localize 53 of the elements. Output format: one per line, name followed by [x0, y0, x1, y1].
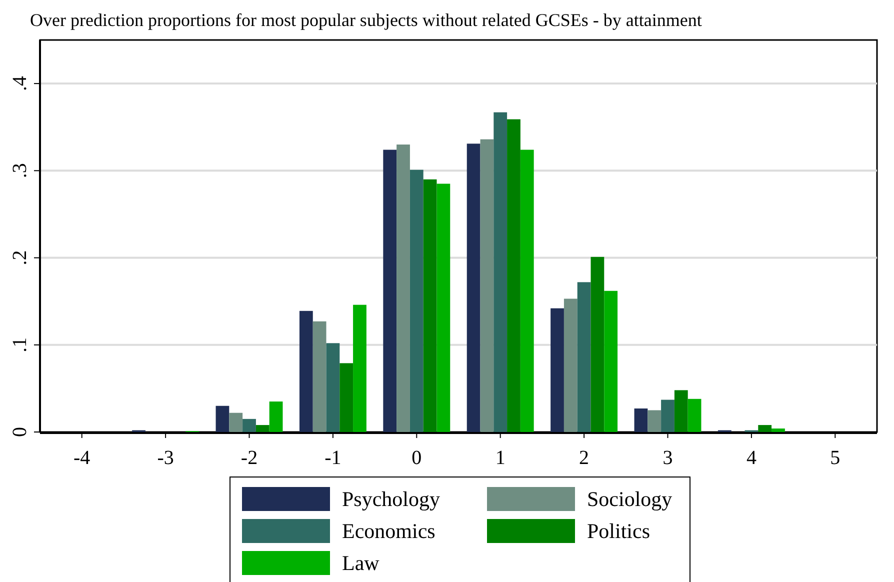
legend-label: Politics — [587, 519, 650, 543]
bar — [688, 398, 702, 432]
bar — [480, 139, 494, 432]
y-tick-label: .2 — [9, 250, 31, 266]
bar — [507, 119, 520, 432]
bar — [299, 310, 313, 432]
bar — [256, 425, 270, 432]
x-tick-label: 5 — [830, 447, 840, 469]
bar — [772, 428, 785, 432]
bar — [520, 150, 534, 432]
y-tick-label: .3 — [9, 163, 31, 178]
bar — [340, 363, 354, 432]
bar — [604, 290, 618, 432]
legend-label: Psychology — [342, 487, 441, 511]
x-tick-label: 0 — [412, 447, 422, 469]
legend-label: Law — [342, 551, 380, 575]
x-tick-label: -3 — [157, 447, 174, 469]
bar — [383, 150, 397, 432]
x-tick-label: 1 — [495, 447, 506, 469]
y-tick-label: 0 — [9, 427, 31, 437]
legend-label: Economics — [342, 519, 436, 543]
x-tick-label: -4 — [74, 447, 90, 469]
bar — [550, 308, 564, 432]
bar — [590, 256, 604, 432]
bar — [758, 425, 772, 432]
x-tick-label: 3 — [662, 447, 673, 469]
y-tick-label: .1 — [9, 337, 31, 352]
bar — [494, 112, 508, 432]
bar — [577, 282, 591, 432]
x-tick-label: -2 — [240, 447, 258, 469]
x-tick-label: 2 — [579, 447, 590, 469]
legend-label: Sociology — [587, 487, 673, 511]
bar — [423, 179, 437, 432]
bar — [229, 412, 243, 432]
bar — [353, 304, 366, 432]
bar — [634, 408, 648, 432]
bar — [674, 390, 688, 432]
x-tick-label: -1 — [324, 447, 342, 469]
bar — [661, 400, 674, 432]
bar — [564, 298, 578, 432]
chart-title: Over prediction proportions for most popular subjects without related GCSEs - by attainment — [30, 10, 702, 30]
bar — [312, 321, 326, 432]
bar — [269, 402, 283, 432]
bar — [242, 418, 256, 432]
bar — [396, 144, 410, 432]
bar — [466, 144, 480, 432]
y-tick-label: .4 — [9, 76, 31, 92]
x-tick-label: 4 — [746, 447, 756, 469]
bar — [216, 406, 230, 432]
bar — [326, 343, 340, 432]
bar — [436, 184, 450, 432]
bar — [410, 170, 424, 432]
bar — [648, 410, 662, 432]
